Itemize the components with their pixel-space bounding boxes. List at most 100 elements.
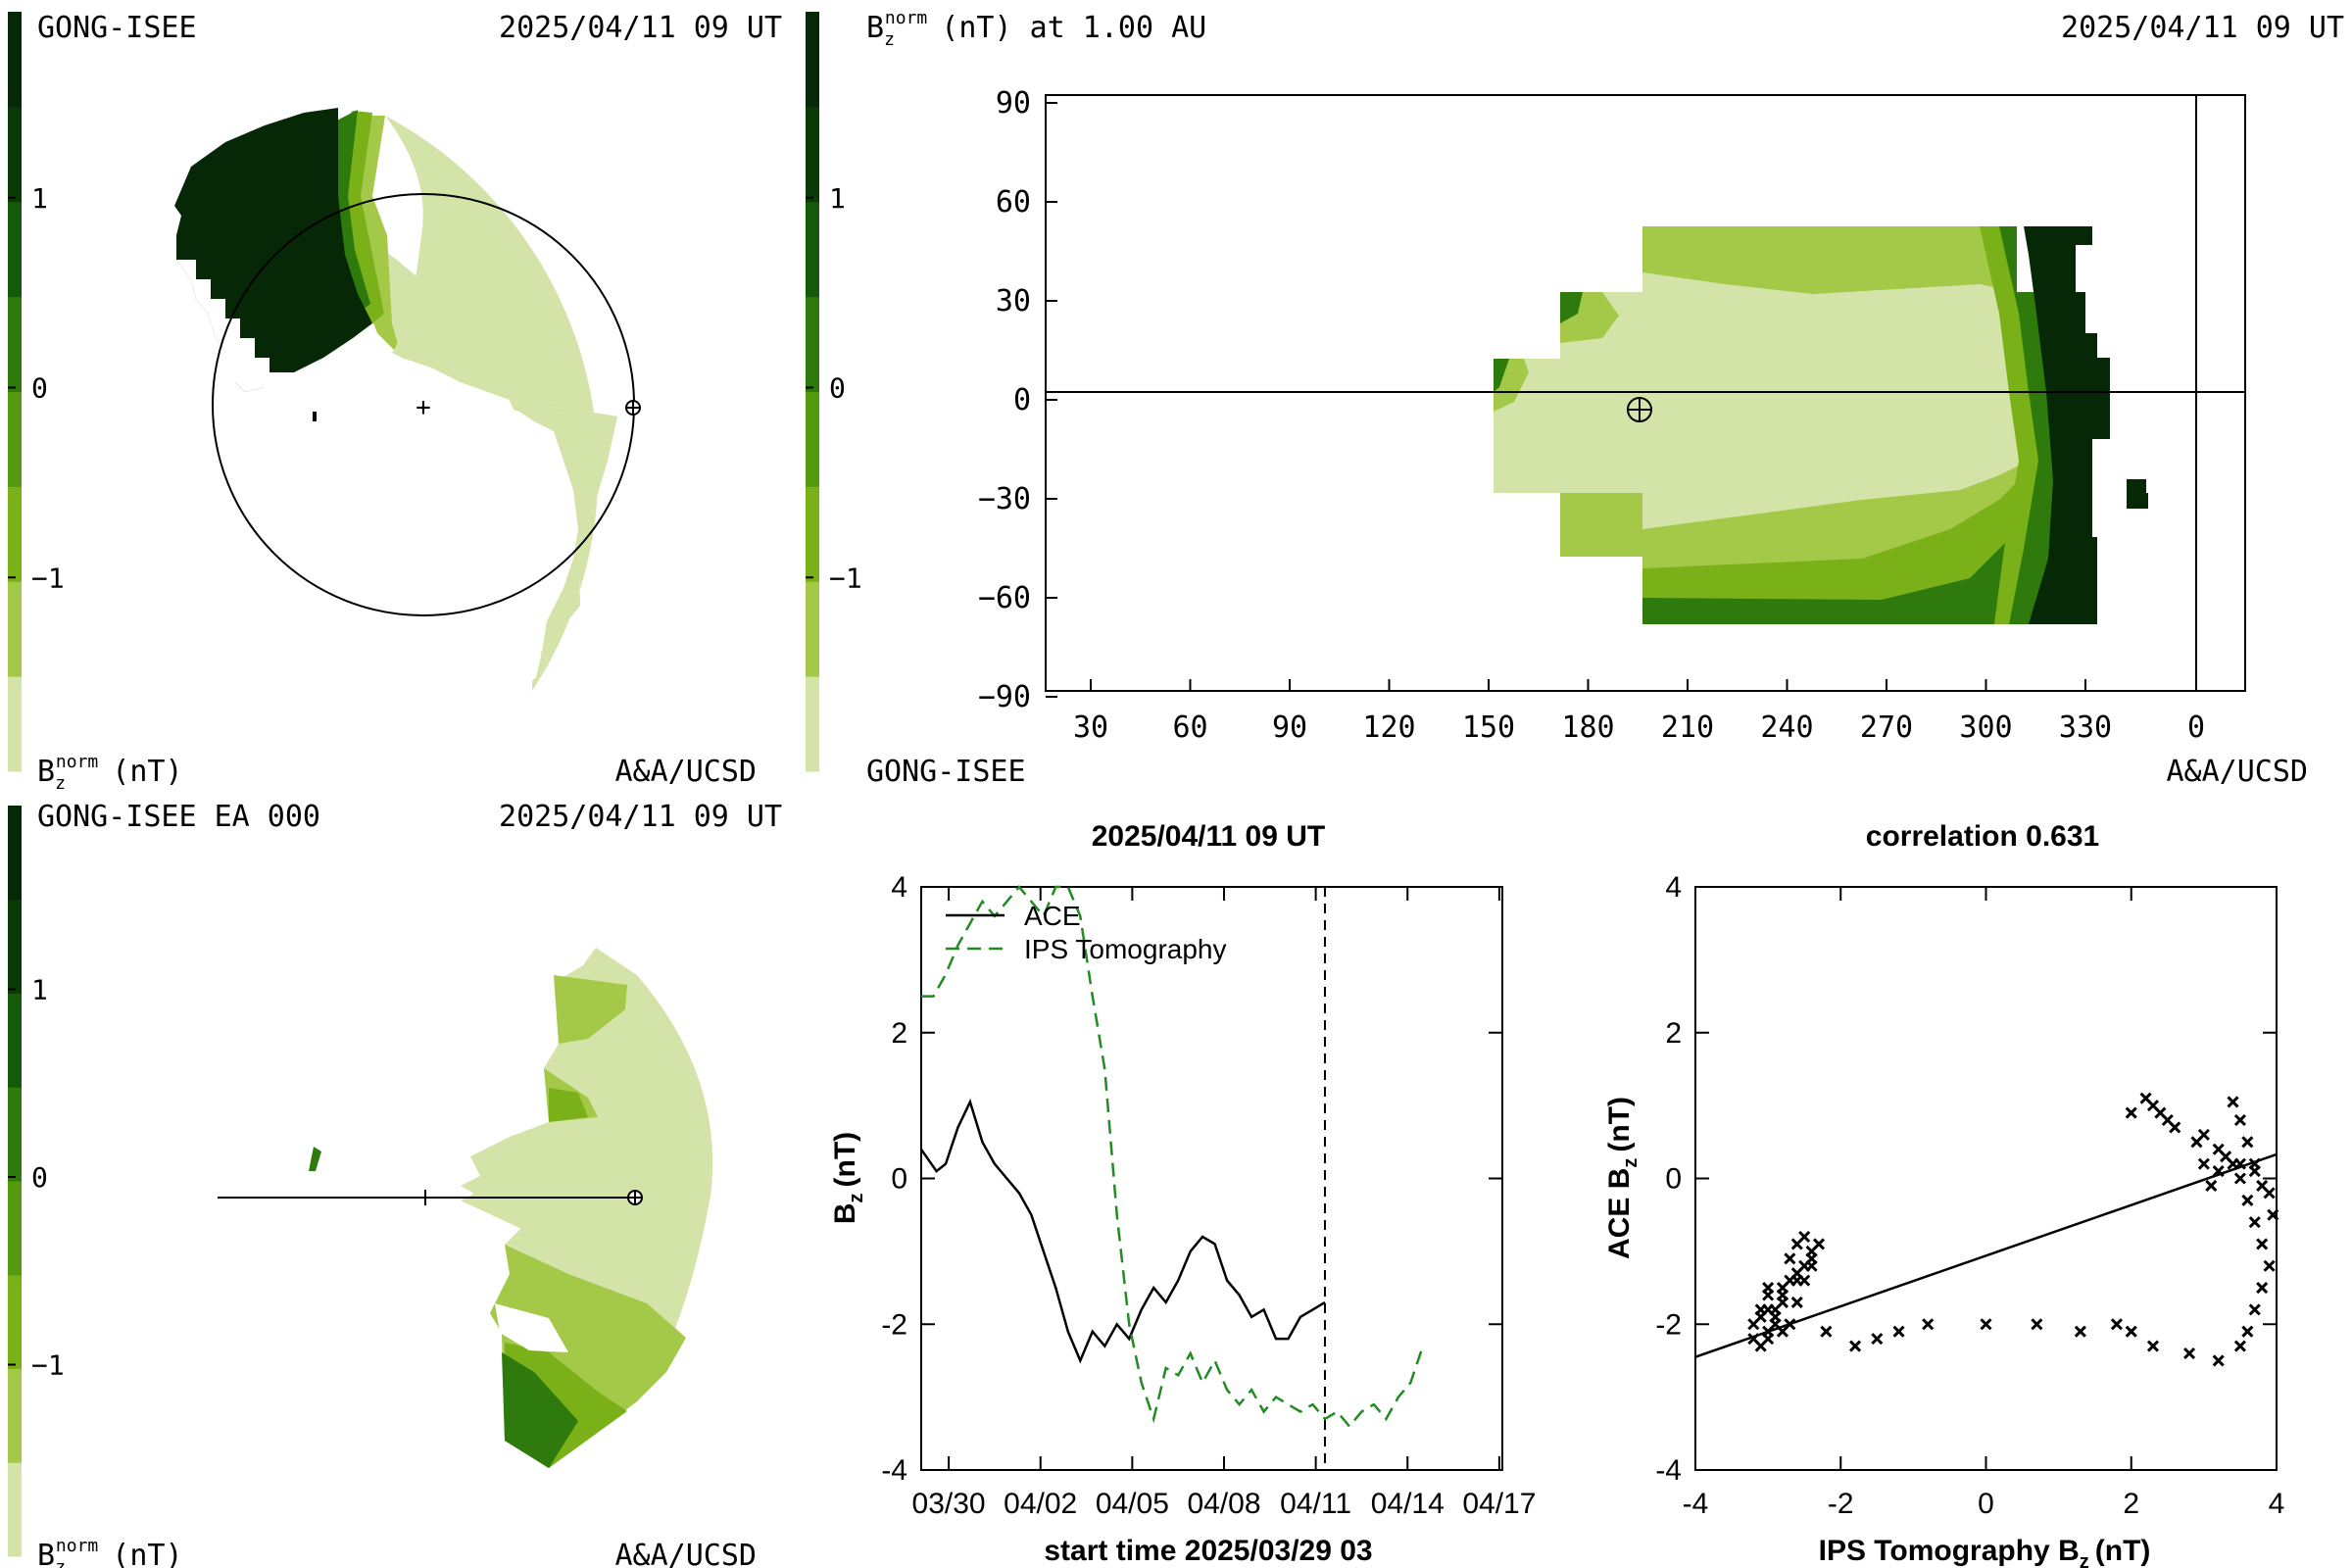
sc-point (2197, 1128, 2210, 1141)
ts-ytick-label: -4 (881, 1454, 907, 1487)
panel-a-map: + (174, 108, 641, 691)
sc-point (2256, 1179, 2269, 1193)
panel-b-xtick-label: 60 (1172, 710, 1207, 745)
sc-point (1762, 1289, 1775, 1301)
sc-point (2256, 1281, 2269, 1295)
panel-c-time: 2025/04/11 09 UT (499, 800, 782, 834)
panel-b-time: 2025/04/11 09 UT (2061, 11, 2344, 45)
panel-b-map (1045, 94, 2246, 692)
sc-point (1849, 1340, 1862, 1352)
colorbar-a-swatch (8, 581, 22, 677)
panel-b-y-axis: 90 60 30 0 −30 −60 −90 (978, 86, 1057, 714)
colorbar-a-tick-label: 0 (31, 372, 48, 405)
colorbar-c-swatch (8, 1462, 22, 1557)
sc-point (2248, 1216, 2261, 1229)
colorbar-b-tick-label: −1 (829, 562, 862, 594)
panel-b-xtick-label: 210 (1661, 710, 1714, 745)
panel-b-xtick-label: 150 (1462, 710, 1515, 745)
ts-xtick-label: 04/17 (1462, 1488, 1536, 1520)
sc-point (1892, 1325, 1905, 1338)
sc-xtick-label: 4 (2269, 1488, 2285, 1520)
panel-b-source: GONG-ISEE (866, 755, 1026, 789)
sc-point (1812, 1238, 1826, 1250)
ts-xtick-label: 04/08 (1187, 1488, 1260, 1520)
sc-point (1784, 1318, 1796, 1331)
panel-b-ytick-label: −30 (978, 482, 1031, 516)
sc-ytick-label: -2 (1655, 1308, 1682, 1341)
sc-point (2031, 1318, 2043, 1331)
sc-point (2205, 1179, 2218, 1193)
sc-xtick-label: -2 (1828, 1488, 1854, 1520)
legend-ace-label: ACE (1024, 901, 1081, 931)
panel-a-time: 2025/04/11 09 UT (499, 11, 782, 45)
colorbar-a-swatch (8, 12, 22, 108)
colorbar-a-swatch (8, 676, 22, 772)
sc-point (1762, 1303, 1775, 1316)
timeseries-ylabel: Bz(nT) (829, 1132, 867, 1224)
colorbar-b-tick-label: 0 (829, 372, 846, 405)
panel-c-map (218, 948, 713, 1468)
sc-point (1980, 1318, 1992, 1331)
sc-ytick-label: -4 (1655, 1454, 1682, 1487)
panel-b-xtick-label: 300 (1959, 710, 2012, 745)
sc-ytick-label: 2 (1665, 1017, 1682, 1050)
colorbar-c: 1 0 −1 (8, 806, 65, 1557)
colorbar-b-swatch (806, 12, 819, 108)
sc-point (1871, 1333, 1884, 1346)
panel-b-xtick-label: 120 (1362, 710, 1415, 745)
sc-point (2146, 1340, 2160, 1352)
colorbar-c-swatch (8, 1087, 22, 1182)
panel-b-xtick-label: 90 (1272, 710, 1307, 745)
panel-b-credit: A&A/UCSD (2167, 755, 2309, 789)
sc-point (1776, 1289, 1789, 1301)
sc-point (2125, 1106, 2137, 1119)
panel-c-credit: A&A/UCSD (615, 1539, 758, 1568)
colorbar-a-tick-label: −1 (31, 562, 65, 594)
colorbar-b: 1 0 −1 (806, 12, 862, 772)
sc-point (2248, 1303, 2261, 1316)
panel-b-title: Bznorm (nT) at 1.00 AU (866, 8, 1206, 50)
panel-b-xtick-label: 330 (2059, 710, 2112, 745)
scatter-ylabel: ACE Bz(nT) (1603, 1097, 1642, 1259)
timeseries-axes: 4 2 0 -2 -403/30 04/02 04/05 04/08 04/11 04/14 04/… (881, 871, 1536, 1520)
colorbar-c-tick-label: 0 (31, 1161, 48, 1194)
sc-point (2197, 1157, 2210, 1170)
legend-ips-label: IPS Tomography (1024, 934, 1227, 964)
sc-point (2182, 1347, 2196, 1360)
sc-point (1805, 1259, 1818, 1272)
panel-c-source: GONG-ISEE EA 000 (37, 800, 320, 834)
sc-point (1922, 1318, 1935, 1331)
panel-b-xtick-label: 270 (1860, 710, 1913, 745)
panel-a-light-region (323, 214, 617, 691)
panel-b-ytick-label: 30 (996, 284, 1031, 318)
sc-point (2233, 1172, 2247, 1185)
colorbar-b-swatch (806, 201, 819, 298)
colorbar-a-tick-label: 1 (31, 182, 48, 215)
sc-point (2256, 1238, 2269, 1250)
colorbar-c-tick-label: −1 (31, 1349, 65, 1382)
sc-point (2241, 1194, 2254, 1206)
sc-xtick-label: 0 (1978, 1488, 1994, 1520)
sc-point (1790, 1238, 1803, 1250)
colorbar-a-swatch (8, 106, 22, 203)
scatter-frame (1694, 886, 2278, 1471)
panel-b-ytick-label: −90 (978, 680, 1031, 714)
sc-point (1747, 1318, 1760, 1331)
timeseries-series (919, 885, 1425, 1429)
colorbar-b-swatch (806, 486, 819, 582)
panel-b-xtick-label: 0 (2187, 710, 2205, 745)
colorbar-c-swatch (8, 899, 22, 994)
panel-b-ytick-label: 0 (1013, 383, 1031, 417)
panel-b-xtick-label: 180 (1561, 710, 1614, 745)
sc-point (2248, 1157, 2261, 1170)
sc-point (2110, 1318, 2123, 1331)
panel-a-bar-label: Bznorm (nT) (37, 752, 183, 794)
scatter-title: correlation 0.631 (1866, 820, 2099, 853)
sc-point (2241, 1136, 2254, 1149)
ts-ytick-label: -2 (881, 1308, 907, 1341)
colorbar-a: 1 0 −1 (8, 12, 65, 772)
ts-ytick-label: 2 (891, 1017, 907, 1050)
panel-a-source: GONG-ISEE (37, 11, 197, 45)
sc-point (2139, 1092, 2152, 1104)
scatter-axes: 4 2 0 -2 -4-4 -2 0 2 4 (1655, 871, 2284, 1520)
